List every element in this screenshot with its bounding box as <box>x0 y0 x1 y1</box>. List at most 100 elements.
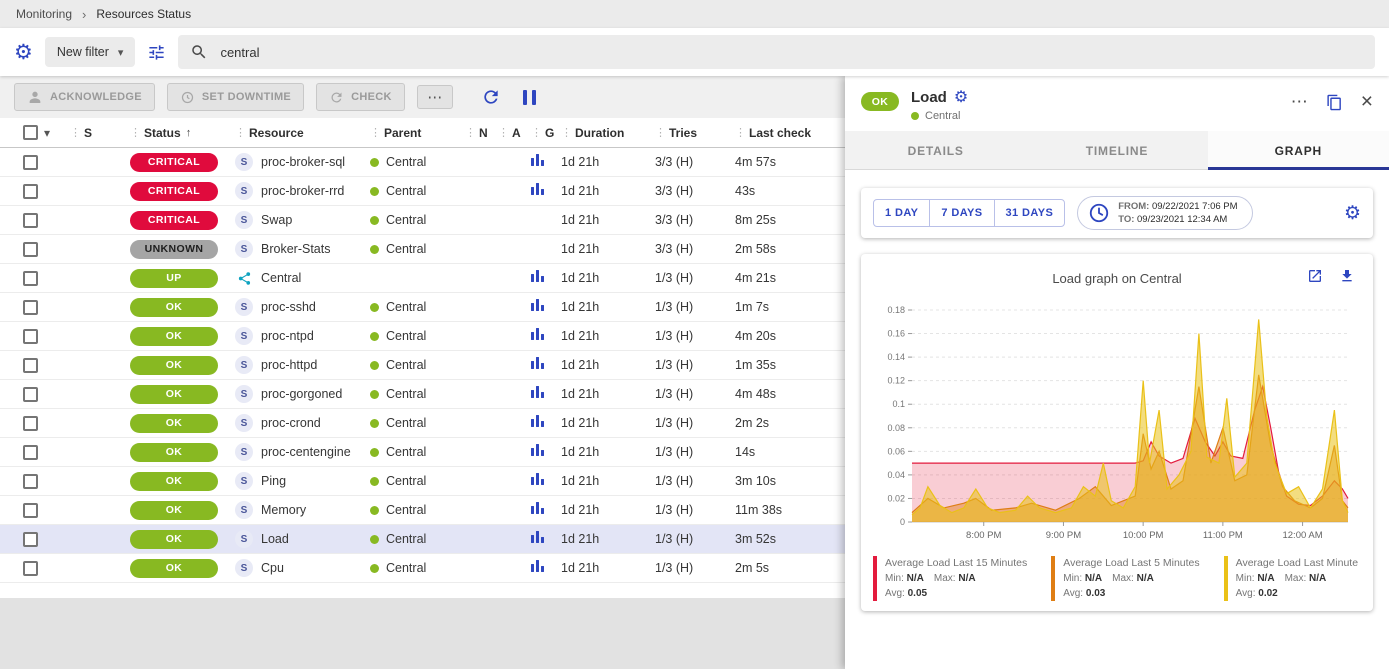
breadcrumb-monitoring[interactable]: Monitoring <box>16 7 73 21</box>
graph-icon[interactable] <box>531 385 544 398</box>
resource-name[interactable]: Swap <box>261 213 293 227</box>
graph-icon[interactable] <box>531 443 544 456</box>
check-button[interactable]: CHECK <box>316 83 405 111</box>
panel-more-icon[interactable]: ⋯ <box>1290 92 1308 112</box>
row-checkbox[interactable] <box>23 444 38 460</box>
custom-time-range[interactable]: FROM: 09/22/2021 7:06 PM TO: 09/23/2021 … <box>1077 196 1253 230</box>
export-graph-icon[interactable] <box>1307 268 1323 284</box>
breadcrumb-resources-status[interactable]: Resources Status <box>96 7 192 21</box>
range-31-days-button[interactable]: 31 DAYS <box>993 199 1066 227</box>
row-checkbox[interactable] <box>23 299 38 315</box>
column-header-action[interactable]: ⋮ A <box>498 126 531 140</box>
graph-icon[interactable] <box>531 414 544 427</box>
column-header-severity[interactable]: ⋮ S <box>70 126 130 140</box>
table-row[interactable]: OK S Memory Central 1d 21h 1/3 (H) 11m 38s <box>0 496 845 525</box>
service-settings-gear-icon[interactable]: ⚙ <box>953 88 969 106</box>
column-header-lastcheck[interactable]: ⋮ Last check <box>735 126 845 140</box>
search-input[interactable] <box>220 44 1363 60</box>
parent-name[interactable]: Central <box>386 184 427 198</box>
resource-name[interactable]: proc-centengine <box>261 445 351 459</box>
graph-icon[interactable] <box>531 298 544 311</box>
resource-name[interactable]: proc-broker-rrd <box>261 184 345 198</box>
row-checkbox[interactable] <box>23 212 38 228</box>
range-1-day-button[interactable]: 1 DAY <box>873 199 931 227</box>
parent-name[interactable]: Central <box>386 532 427 546</box>
select-all-caret-icon[interactable]: ▾ <box>44 125 51 140</box>
legend-item[interactable]: Average Load Last 5 Minutes Min: N/A Max: … <box>1051 556 1200 601</box>
resource-name[interactable]: proc-gorgoned <box>261 387 343 401</box>
resource-name[interactable]: Cpu <box>261 561 284 575</box>
column-header-status[interactable]: ⋮ Status ↑ <box>130 126 235 140</box>
graph-icon[interactable] <box>531 472 544 485</box>
parent-name[interactable]: Central <box>386 358 427 372</box>
copy-link-icon[interactable] <box>1326 94 1343 111</box>
resource-name[interactable]: proc-crond <box>261 416 321 430</box>
row-checkbox[interactable] <box>23 531 38 547</box>
table-row[interactable]: OK S Ping Central 1d 21h 1/3 (H) 3m 10s <box>0 467 845 496</box>
row-checkbox[interactable] <box>23 183 38 199</box>
table-row[interactable]: CRITICAL S Swap Central 1d 21h 3/3 (H) 8m 25s <box>0 206 845 235</box>
column-header-resource[interactable]: ⋮ Resource <box>235 126 370 140</box>
graph-icon[interactable] <box>531 559 544 572</box>
graph-icon[interactable] <box>531 530 544 543</box>
parent-name[interactable]: Central <box>386 561 427 575</box>
tab-timeline[interactable]: TIMELINE <box>1085 144 1149 158</box>
pause-icon[interactable] <box>521 89 539 105</box>
download-graph-icon[interactable] <box>1339 268 1355 284</box>
tab-details[interactable]: DETAILS <box>907 144 964 158</box>
column-header-tries[interactable]: ⋮ Tries <box>655 126 735 140</box>
parent-name[interactable]: Central <box>386 300 427 314</box>
close-panel-icon[interactable]: × <box>1360 90 1373 114</box>
row-checkbox[interactable] <box>23 386 38 402</box>
row-checkbox[interactable] <box>23 473 38 489</box>
row-checkbox[interactable] <box>23 502 38 518</box>
table-row[interactable]: OK S Load Central 1d 21h 1/3 (H) 3m 52s <box>0 525 845 554</box>
row-checkbox[interactable] <box>23 154 38 170</box>
acknowledge-button[interactable]: ACKNOWLEDGE <box>14 83 155 111</box>
parent-name[interactable]: Central <box>386 155 427 169</box>
column-header-duration[interactable]: ⋮ Duration <box>561 126 655 140</box>
resource-name[interactable]: proc-httpd <box>261 358 318 372</box>
resource-name[interactable]: proc-sshd <box>261 300 316 314</box>
parent-name[interactable]: Central <box>386 213 427 227</box>
table-row[interactable]: UP Central 1d 21h 1/3 (H) 4m 21s <box>0 264 845 293</box>
row-checkbox[interactable] <box>23 270 38 286</box>
parent-name[interactable]: Central <box>386 503 427 517</box>
new-filter-button[interactable]: New filter ▾ <box>44 37 136 67</box>
more-actions-button[interactable]: ⋯ <box>416 85 453 109</box>
resource-name[interactable]: proc-ntpd <box>261 329 314 343</box>
graph-icon[interactable] <box>531 356 544 369</box>
legend-item[interactable]: Average Load Last Minute Min: N/A Max: N/A… <box>1223 556 1358 601</box>
resource-name[interactable]: Memory <box>261 503 307 517</box>
row-checkbox[interactable] <box>23 241 38 257</box>
resource-name[interactable]: Ping <box>261 474 287 488</box>
row-checkbox[interactable] <box>23 328 38 344</box>
graph-icon[interactable] <box>531 327 544 340</box>
set-downtime-button[interactable]: SET DOWNTIME <box>166 83 305 111</box>
row-checkbox[interactable] <box>23 560 38 576</box>
graph-icon[interactable] <box>531 153 544 166</box>
table-row[interactable]: UNKNOWN S Broker-Stats Central 1d 21h 3/3 (H)… <box>0 235 845 264</box>
parent-name[interactable]: Central <box>386 445 427 459</box>
table-row[interactable]: OK S Cpu Central 1d 21h 1/3 (H) 2m 5s <box>0 554 845 583</box>
parent-name[interactable]: Central <box>386 474 427 488</box>
resource-name[interactable]: Broker-Stats <box>261 242 331 256</box>
parent-name[interactable]: Central <box>386 387 427 401</box>
graph-icon[interactable] <box>531 501 544 514</box>
parent-name[interactable]: Central <box>386 416 427 430</box>
row-checkbox[interactable] <box>23 357 38 373</box>
filter-tune-icon[interactable] <box>147 43 166 62</box>
legend-item[interactable]: Average Load Last 15 Minutes Min: N/A Max:… <box>873 556 1027 601</box>
filter-settings-gear-icon[interactable]: ⚙ <box>14 40 33 64</box>
column-header-graph[interactable]: ⋮ G <box>531 126 561 140</box>
resource-name[interactable]: proc-broker-sql <box>261 155 346 169</box>
parent-name[interactable]: Central <box>386 242 427 256</box>
